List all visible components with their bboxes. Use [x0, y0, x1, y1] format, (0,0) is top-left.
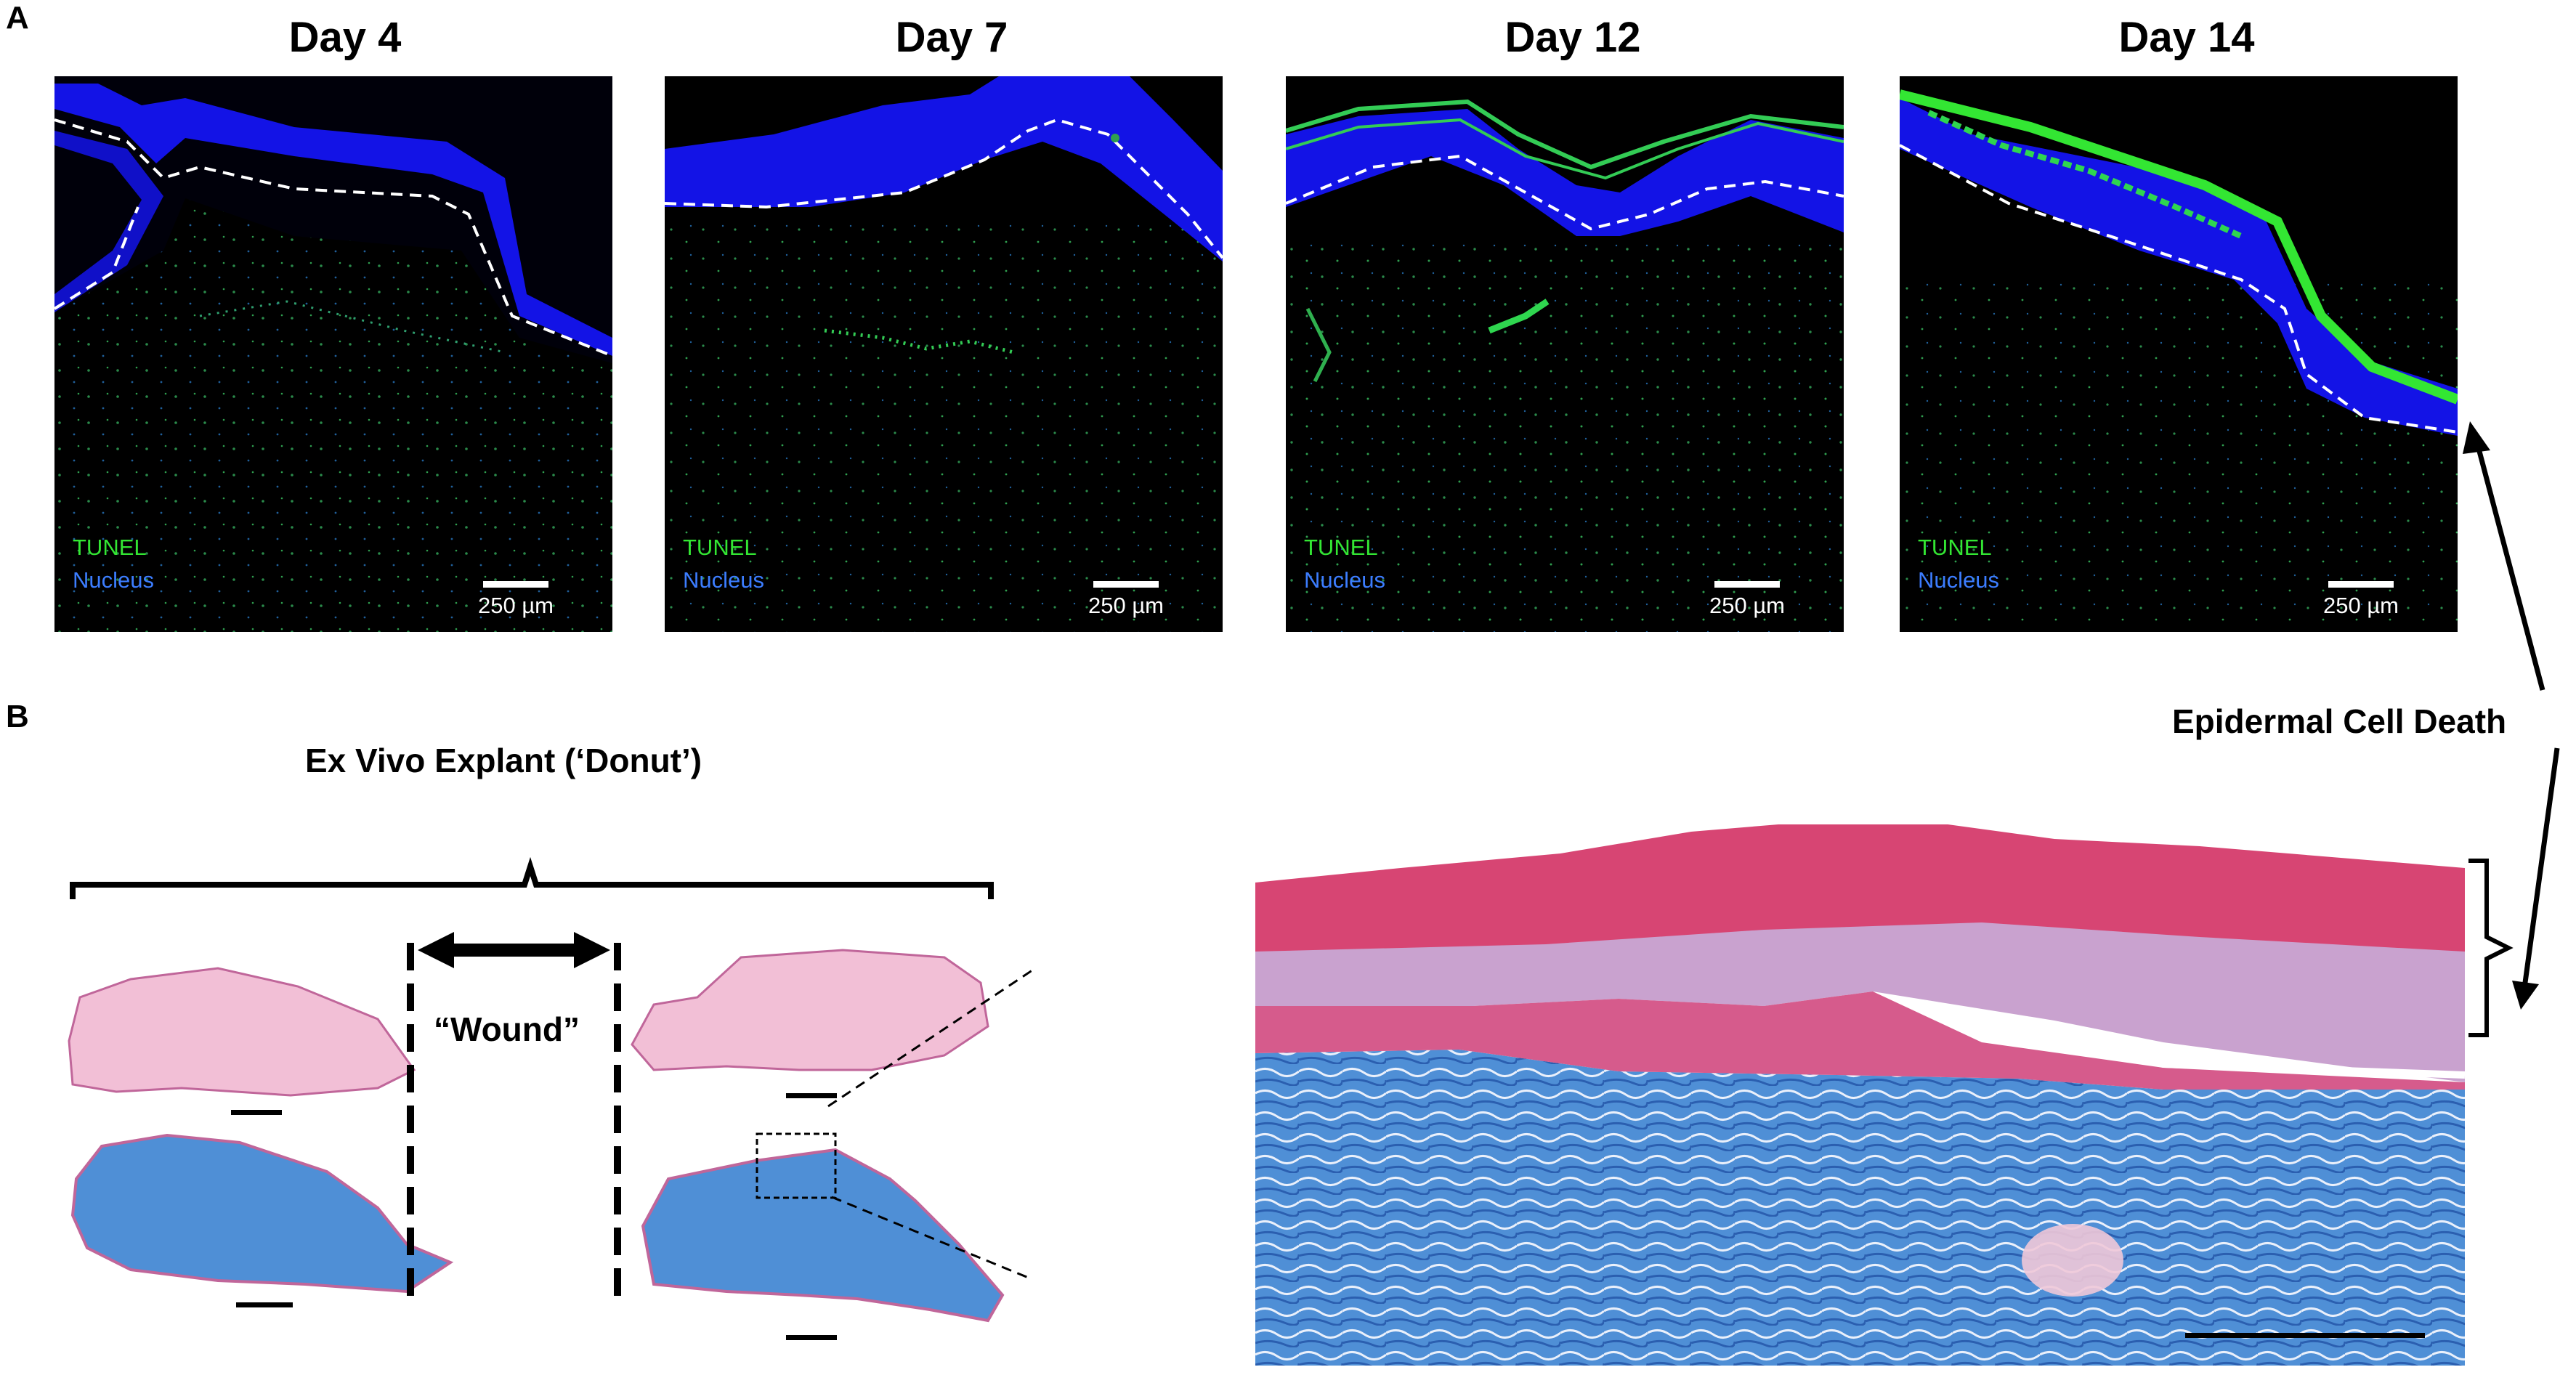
he-section-left — [68, 967, 416, 1097]
legend-tunel-day7: TUNEL — [683, 535, 757, 560]
explant-title: Ex Vivo Explant (‘Donut’) — [305, 742, 702, 779]
scale-bar-day12 — [1714, 581, 1780, 588]
panel-a-letter: A — [6, 0, 29, 36]
trichrome-zoom-image — [1255, 824, 2465, 1366]
panel-b-letter: B — [6, 699, 29, 734]
scale-bar-trichrome-left — [236, 1302, 293, 1307]
micrograph-day7: TUNEL Nucleus 250 µm — [665, 76, 1223, 632]
fluorescence-image-day14 — [1900, 89, 2458, 632]
scale-label-day12: 250 µm — [1709, 593, 1786, 618]
scale-bar-he-left — [231, 1110, 282, 1115]
legend-nucleus-day12: Nucleus — [1304, 567, 1385, 593]
scale-bar-trichrome-right — [786, 1335, 837, 1340]
scale-bar-he-right — [786, 1093, 837, 1098]
scale-bar-day14 — [2328, 581, 2394, 588]
micrograph-day4: TUNEL Nucleus 250 µm — [54, 76, 612, 632]
explant-bracket — [70, 856, 994, 899]
trichrome-section-right — [641, 1148, 1005, 1323]
scale-label-day14: 250 µm — [2322, 593, 2399, 618]
scale-label-day7: 250 µm — [1087, 593, 1165, 618]
legend-nucleus-day7: Nucleus — [683, 567, 764, 593]
wound-double-arrow — [418, 932, 610, 968]
legend-nucleus-day14: Nucleus — [1918, 567, 1999, 593]
trichrome-section-left — [70, 1133, 454, 1294]
scale-bar-zoom — [2185, 1333, 2425, 1338]
wound-label: “Wound” — [434, 1010, 580, 1048]
scale-bar-day7 — [1093, 581, 1159, 588]
epidermis-bracket — [2468, 859, 2514, 1037]
legend-nucleus-day4: Nucleus — [73, 567, 154, 593]
scale-bar-day4 — [483, 581, 548, 588]
fluorescence-image-day7 — [665, 76, 1223, 632]
fluorescence-image-day12 — [1286, 99, 1844, 632]
zoom-connector-top — [827, 969, 1032, 1108]
legend-tunel-day14: TUNEL — [1918, 535, 1992, 560]
panel-title-day14: Day 14 — [2118, 14, 2255, 61]
legend-tunel-day12: TUNEL — [1304, 535, 1378, 560]
scale-label-day4: 250 µm — [477, 593, 554, 618]
annotation-epidermal-cell-death: Epidermal Cell Death — [2172, 702, 2507, 740]
zoom-region-box — [756, 1132, 837, 1199]
panel-title-day4: Day 4 — [288, 14, 402, 61]
micrograph-day12: TUNEL Nucleus 250 µm — [1286, 76, 1844, 632]
panel-title-day12: Day 12 — [1504, 14, 1641, 61]
panel-title-day7: Day 7 — [895, 14, 1008, 61]
he-section-right — [631, 949, 989, 1071]
zoom-connector-bottom — [831, 1196, 1032, 1281]
explant-schematic — [68, 856, 1032, 1340]
annotation-arrows — [2463, 421, 2560, 1010]
fluorescence-image-day4 — [54, 76, 612, 632]
legend-tunel-day4: TUNEL — [73, 535, 147, 560]
micrograph-day14: TUNEL Nucleus 250 µm — [1900, 76, 2458, 632]
